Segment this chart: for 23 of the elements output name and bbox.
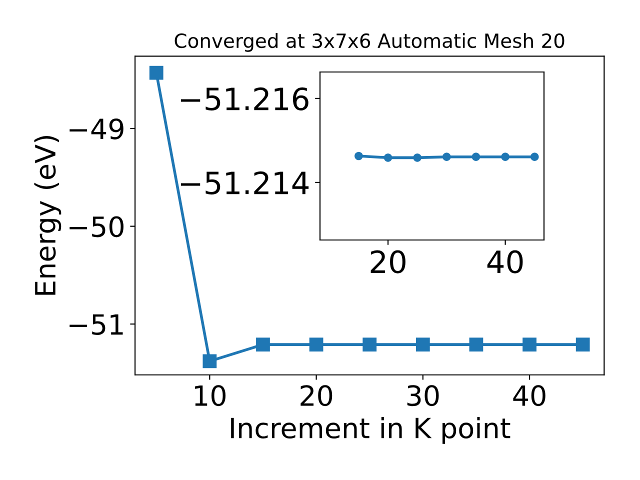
point [416, 338, 430, 352]
point [469, 338, 484, 352]
point [149, 66, 164, 80]
x-tick-label: 40 [487, 250, 523, 274]
y-axis-title: Energy (eV) [34, 136, 62, 295]
x-tick-label: 30 [407, 385, 439, 406]
y-tick-label: −51.214 [180, 171, 309, 195]
point [522, 338, 536, 352]
point [362, 338, 377, 352]
point [256, 338, 270, 352]
x-tick-label: 10 [195, 385, 226, 406]
x-tick-label: 20 [300, 385, 332, 406]
chart-title: Converged at 3x7x6 Automatic Mesh 20 [174, 33, 564, 52]
y-tick-label: −51.216 [180, 87, 308, 111]
x-tick-label: 20 [370, 250, 406, 274]
y-tick-label: −49 [70, 118, 124, 140]
point [202, 354, 217, 368]
y-tick-label: −50 [70, 216, 124, 238]
x-axis-title: Increment in K point [231, 417, 510, 444]
y-tick-label: −51 [70, 314, 123, 335]
point [576, 338, 590, 352]
point [309, 338, 324, 352]
x-tick-label: 40 [513, 385, 546, 406]
